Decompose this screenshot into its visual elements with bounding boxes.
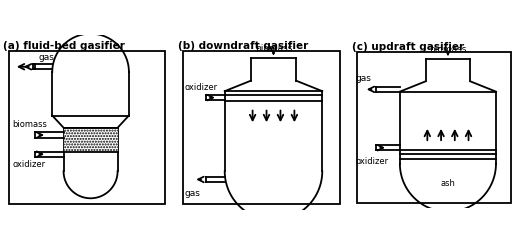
Text: gas: gas [38, 52, 54, 61]
Text: (c) updraft gasifier: (c) updraft gasifier [352, 42, 464, 52]
Bar [183, 51, 340, 204]
Bar [357, 52, 511, 203]
Text: biomass: biomass [12, 120, 47, 129]
Bar [9, 51, 165, 204]
Text: oxidizer: oxidizer [12, 160, 45, 169]
Text: gas: gas [355, 74, 371, 83]
Text: biomass: biomass [429, 45, 466, 54]
Text: oxidizer: oxidizer [355, 157, 388, 166]
Text: (a) fluid-bed gasifier: (a) fluid-bed gasifier [4, 41, 125, 51]
Text: gas: gas [185, 189, 201, 198]
Text: oxidizer: oxidizer [185, 83, 218, 92]
Bar [63, 128, 118, 152]
Text: ash: ash [440, 179, 456, 188]
Text: (b) downdraft gasifier: (b) downdraft gasifier [178, 41, 308, 51]
Text: biomass: biomass [255, 44, 292, 53]
